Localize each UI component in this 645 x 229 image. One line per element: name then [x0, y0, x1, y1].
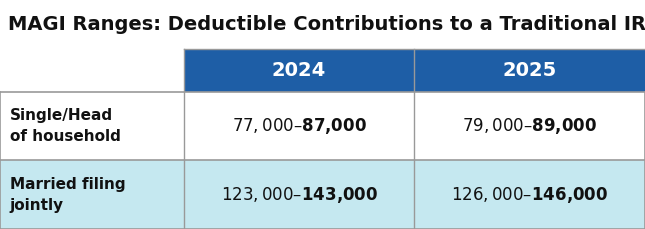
Bar: [414, 49, 645, 92]
Text: Married filing
jointly: Married filing jointly: [10, 177, 125, 213]
Bar: [0, 0, 645, 49]
Bar: [0, 92, 645, 160]
Text: 2025: 2025: [502, 61, 557, 80]
Text: $126,000–$146,000: $126,000–$146,000: [451, 185, 608, 205]
Bar: [0, 160, 645, 229]
Bar: [0, 49, 184, 92]
Text: $79,000–$89,000: $79,000–$89,000: [462, 116, 597, 136]
Text: Single/Head
of household: Single/Head of household: [10, 108, 121, 144]
Text: $123,000–$143,000: $123,000–$143,000: [221, 185, 378, 205]
Text: $77,000–$87,000: $77,000–$87,000: [232, 116, 366, 136]
Text: MAGI Ranges: Deductible Contributions to a Traditional IRA: MAGI Ranges: Deductible Contributions to…: [8, 15, 645, 34]
Text: 2024: 2024: [272, 61, 326, 80]
Bar: [184, 49, 414, 92]
